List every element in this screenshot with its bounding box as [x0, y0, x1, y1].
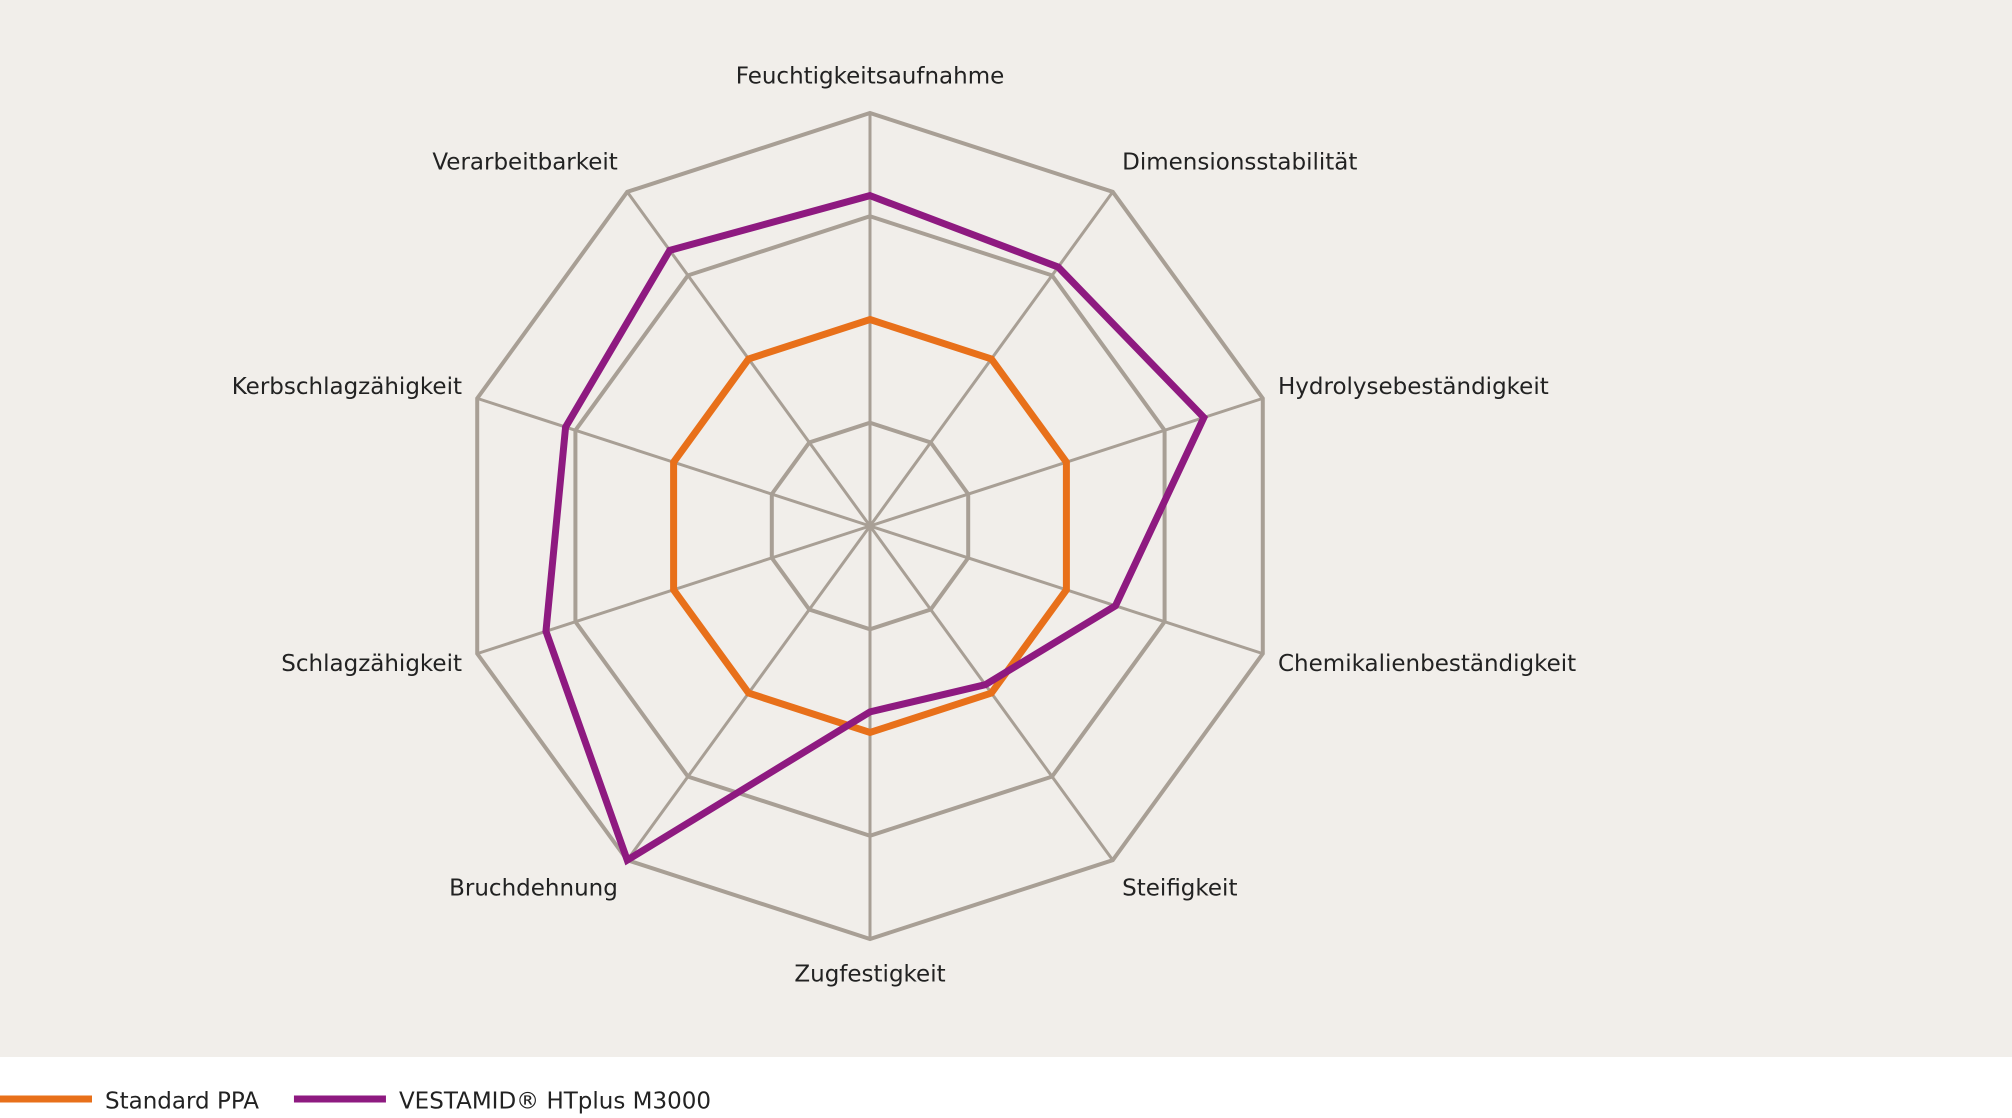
- axis-label: Zugfestigkeit: [794, 962, 945, 988]
- axis-label: Kerbschlagzähigkeit: [232, 374, 462, 400]
- series-line: [670, 315, 1070, 737]
- series-line: [542, 191, 1209, 866]
- axis-label: Chemikalienbeständigkeit: [1278, 651, 1576, 677]
- legend-label: Standard PPA: [105, 1089, 259, 1115]
- grid-ring: [475, 110, 1265, 942]
- grid-ring: [573, 214, 1167, 838]
- axis-label: Steifigkeit: [1122, 876, 1237, 902]
- axis-label: Schlagzähigkeit: [281, 651, 462, 677]
- axis-label: Hydrolysebeständigkeit: [1278, 374, 1549, 400]
- axis-label: Dimensionsstabilität: [1122, 149, 1357, 175]
- axis-label: Bruchdehnung: [449, 876, 618, 902]
- legend-background: [0, 1057, 2012, 1118]
- grid-ring: [769, 420, 971, 632]
- axis-label: Feuchtigkeitsaufnahme: [736, 64, 1005, 90]
- axis-label: Verarbeitbarkeit: [432, 149, 617, 175]
- plot-background: [0, 0, 2012, 1057]
- legend-label: VESTAMID® HTplus M3000: [399, 1089, 711, 1115]
